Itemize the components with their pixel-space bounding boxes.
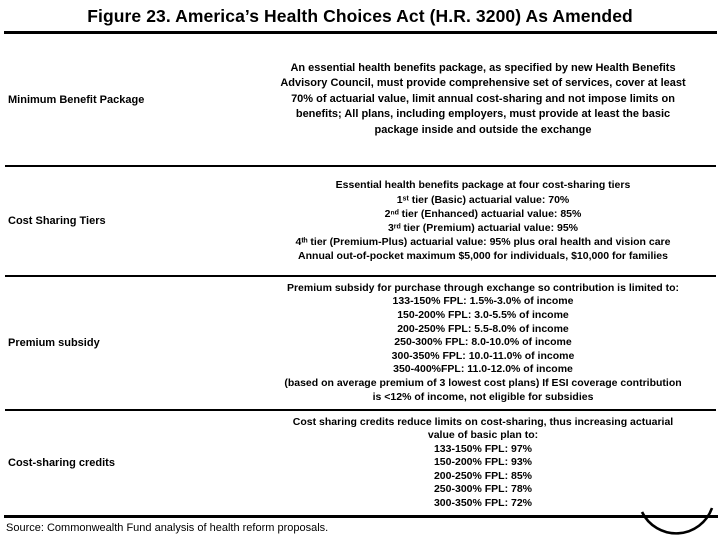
row-content-premium-subsidy: Premium subsidy for purchase through exc… bbox=[284, 281, 682, 403]
row-content-cost-sharing-tiers: Essential health benefits package at fou… bbox=[295, 179, 671, 263]
row-label-premium-subsidy: Premium subsidy bbox=[8, 337, 100, 349]
table-row: Minimum Benefit Package An essential hea… bbox=[0, 34, 720, 165]
footer-rule bbox=[4, 515, 718, 518]
table-row: Cost-sharing credits Cost sharing credit… bbox=[0, 411, 720, 515]
row-label-cost-sharing-tiers: Cost Sharing Tiers bbox=[8, 215, 106, 227]
page-title: Figure 23. America’s Health Choices Act … bbox=[87, 6, 633, 26]
row-divider bbox=[5, 275, 716, 277]
row-divider bbox=[5, 165, 716, 167]
table-row: Cost Sharing Tiers Essential health bene… bbox=[0, 167, 720, 275]
table-row: Premium subsidy Premium subsidy for purc… bbox=[0, 277, 720, 409]
row-content-minimum-benefit-package: An essential health benefits package, as… bbox=[280, 61, 686, 136]
source-note: Source: Commonwealth Fund analysis of he… bbox=[6, 522, 329, 534]
title-rule bbox=[4, 31, 717, 34]
row-label-minimum-benefit-package: Minimum Benefit Package bbox=[8, 93, 145, 106]
row-label-cost-sharing-credits: Cost-sharing credits bbox=[8, 457, 115, 469]
row-divider bbox=[5, 409, 716, 411]
partial-circle-logo-icon bbox=[640, 507, 714, 535]
row-content-cost-sharing-credits: Cost sharing credits reduce limits on co… bbox=[292, 416, 674, 509]
